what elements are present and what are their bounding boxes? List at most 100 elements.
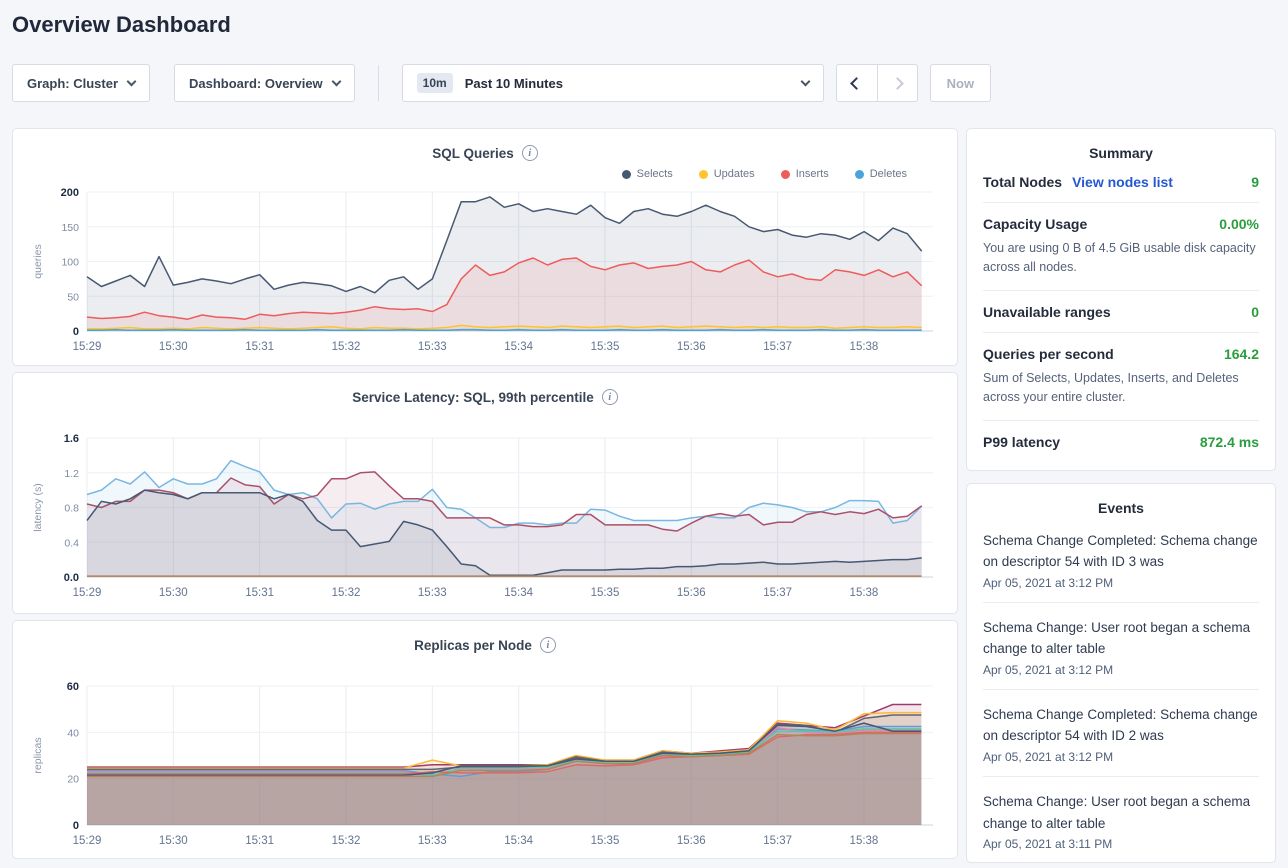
svg-text:200: 200	[61, 187, 79, 199]
svg-text:15:30: 15:30	[159, 341, 188, 353]
svg-text:15:35: 15:35	[591, 341, 620, 353]
svg-text:20: 20	[67, 774, 79, 786]
chevron-left-icon	[850, 76, 864, 90]
svg-text:15:34: 15:34	[504, 341, 533, 353]
svg-text:0.8: 0.8	[64, 503, 79, 515]
svg-text:0: 0	[73, 820, 79, 832]
event-timestamp: Apr 05, 2021 at 3:12 PM	[983, 575, 1114, 590]
service-latency-chart[interactable]: 0.0 0.4 0.8 1.2 1.6 15:29 15:30 15:31 15:32 15:33…	[29, 431, 941, 603]
time-next-button[interactable]	[876, 65, 917, 101]
chevron-down-icon	[331, 76, 342, 87]
event-timestamp: Apr 05, 2021 at 3:12 PM	[983, 750, 1114, 765]
event-item[interactable]: Schema Change: User root began a schema …	[983, 603, 1259, 690]
spacer	[29, 655, 941, 679]
dashboard-dropdown[interactable]: Dashboard: Overview	[174, 64, 355, 102]
sidebar-column: Summary Total Nodes View nodes list 9 Ca…	[966, 128, 1276, 863]
page-title: Overview Dashboard	[12, 12, 231, 37]
svg-text:15:33: 15:33	[418, 835, 447, 847]
svg-text:1.2: 1.2	[64, 468, 79, 480]
svg-text:40: 40	[67, 727, 79, 739]
svg-text:15:38: 15:38	[850, 587, 879, 599]
svg-text:50: 50	[67, 291, 79, 303]
svg-text:60: 60	[67, 681, 79, 693]
now-button[interactable]: Now	[929, 64, 992, 102]
legend-dot-icon	[854, 169, 864, 179]
svg-text:15:31: 15:31	[245, 587, 274, 599]
chevron-down-icon	[126, 76, 137, 87]
charts-column: SQL Queries i Selects Updates Inserts Delet…	[12, 128, 958, 863]
svg-text:15:38: 15:38	[850, 835, 879, 847]
svg-text:15:34: 15:34	[504, 587, 533, 599]
svg-text:15:37: 15:37	[763, 587, 792, 599]
svg-text:100: 100	[61, 257, 79, 269]
time-prev-button[interactable]	[837, 65, 877, 101]
event-item[interactable]: Schema Change Completed: Schema change o…	[983, 516, 1259, 603]
event-message: Schema Change Completed: Schema change o…	[983, 706, 1258, 744]
svg-text:15:37: 15:37	[763, 835, 792, 847]
event-item[interactable]: Schema Change: User root began a schema …	[983, 777, 1259, 863]
p99-latency-value: 872.4 ms	[1199, 433, 1259, 450]
total-nodes-label: Total Nodes	[983, 174, 1063, 190]
chevron-right-icon	[890, 76, 904, 90]
chart-legend: Selects Updates Inserts Deletes	[29, 163, 941, 185]
event-timestamp: Apr 05, 2021 at 3:11 PM	[983, 837, 1113, 852]
info-icon[interactable]: i	[539, 637, 556, 653]
chart-header: SQL Queries i	[29, 143, 941, 163]
summary-row-capacity: Capacity Usage 0.00% You are using 0 B o…	[983, 203, 1259, 291]
summary-title: Summary	[1089, 145, 1153, 161]
svg-text:15:38: 15:38	[850, 341, 879, 353]
svg-text:replicas: replicas	[32, 737, 44, 773]
svg-text:15:33: 15:33	[418, 587, 447, 599]
replicas-per-node-chart[interactable]: 0 20 40 60 15:29 15:30 15:31 15:32 15:33 15:34 15:…	[29, 679, 941, 851]
capacity-usage-desc: You are using 0 B of 4.5 GiB usable disk…	[983, 241, 1256, 275]
replicas-per-node-card: Replicas per Node i 0 20 40 60 15:29 15:30 15:…	[12, 620, 958, 859]
legend-dot-icon	[780, 169, 790, 179]
time-range-picker[interactable]: 10m Past 10 Minutes	[401, 64, 824, 102]
legend-item-inserts: Inserts	[780, 168, 829, 180]
svg-text:15:37: 15:37	[763, 341, 792, 353]
time-range-label: Past 10 Minutes	[464, 75, 563, 91]
main-content: SQL Queries i Selects Updates Inserts Delet…	[12, 128, 1276, 863]
events-panel: Events Schema Change Completed: Schema c…	[966, 482, 1276, 863]
events-title: Events	[1098, 499, 1144, 516]
svg-text:15:31: 15:31	[245, 341, 274, 353]
svg-text:15:34: 15:34	[504, 835, 533, 847]
chart-title: Replicas per Node	[414, 637, 532, 653]
svg-text:15:35: 15:35	[591, 587, 620, 599]
info-icon[interactable]: i	[601, 389, 618, 405]
svg-text:15:32: 15:32	[332, 587, 361, 599]
divider	[377, 65, 379, 101]
sql-queries-chart[interactable]: 0 50 100 150 200 15:29 15:30 15:31 15:32 15:33 15:…	[29, 185, 941, 357]
legend-dot-icon	[621, 169, 631, 179]
p99-latency-label: P99 latency	[983, 433, 1061, 450]
graph-scope-dropdown[interactable]: Graph: Cluster	[12, 64, 151, 102]
chevron-down-icon	[800, 76, 811, 87]
svg-text:0: 0	[73, 326, 79, 338]
summary-row-qps: Queries per second 164.2 Sum of Selects,…	[983, 333, 1259, 421]
event-message: Schema Change Completed: Schema change o…	[983, 532, 1258, 570]
svg-text:15:36: 15:36	[677, 587, 706, 599]
info-icon[interactable]: i	[521, 145, 538, 161]
dashboard-label: Dashboard: Overview	[189, 75, 323, 91]
capacity-usage-label: Capacity Usage	[983, 216, 1088, 232]
qps-desc: Sum of Selects, Updates, Inserts, and De…	[983, 370, 1239, 405]
svg-text:15:36: 15:36	[677, 341, 706, 353]
summary-row-p99-latency: P99 latency 872.4 ms	[983, 421, 1259, 462]
spacer	[29, 407, 941, 431]
legend-dot-icon	[698, 169, 708, 179]
toolbar: Graph: Cluster Dashboard: Overview 10m P…	[12, 64, 1276, 102]
legend-item-selects: Selects	[621, 168, 673, 180]
svg-text:15:36: 15:36	[677, 835, 706, 847]
chart-title: SQL Queries	[432, 145, 514, 161]
time-range-badge: 10m	[416, 73, 453, 93]
view-nodes-list-link[interactable]: View nodes list	[1072, 174, 1173, 190]
chart-header: Replicas per Node i	[29, 635, 941, 655]
total-nodes-value: 9	[1251, 174, 1259, 190]
event-item[interactable]: Schema Change Completed: Schema change o…	[983, 690, 1259, 778]
svg-text:latency (s): latency (s)	[32, 483, 44, 531]
svg-text:15:35: 15:35	[591, 835, 620, 847]
chart-title: Service Latency: SQL, 99th percentile	[352, 389, 594, 405]
unavailable-ranges-label: Unavailable ranges	[983, 303, 1111, 320]
svg-text:15:29: 15:29	[73, 341, 102, 353]
